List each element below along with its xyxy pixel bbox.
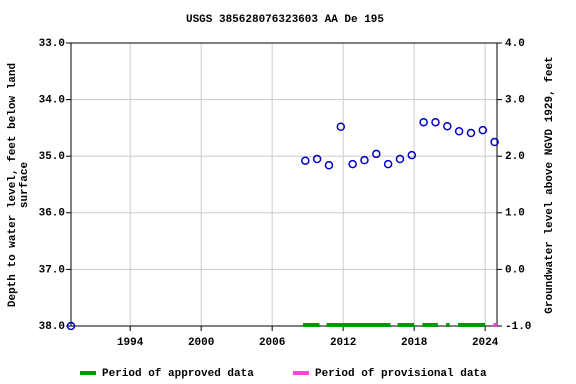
data-point bbox=[66, 321, 76, 331]
data-point bbox=[324, 161, 334, 170]
data-point bbox=[383, 159, 393, 169]
data-point bbox=[372, 149, 381, 159]
period-bar bbox=[302, 323, 320, 327]
period-bar bbox=[446, 323, 450, 327]
period-bar bbox=[457, 323, 486, 327]
y2-tick-label: 2.0 bbox=[505, 151, 525, 163]
y2-tick-label: 1.0 bbox=[505, 208, 525, 220]
data-point bbox=[454, 127, 464, 136]
y-tick-label: 33.0 bbox=[39, 38, 65, 50]
data-point bbox=[431, 117, 440, 127]
x-tick-label: 2006 bbox=[259, 337, 285, 349]
x-tick-label: 1994 bbox=[117, 337, 144, 349]
y-tick-label: 35.0 bbox=[39, 151, 65, 163]
period-bar bbox=[397, 323, 415, 327]
legend-label: Period of provisional data bbox=[315, 368, 487, 380]
data-point bbox=[336, 122, 346, 132]
data-point bbox=[490, 137, 499, 147]
y2-tick-label: 0.0 bbox=[505, 264, 525, 276]
y-tick-label: 37.0 bbox=[39, 264, 65, 276]
y-axis-label: Depth to water level, feet below land bbox=[7, 63, 19, 307]
chart-title: USGS 385628076323603 AA De 195 bbox=[186, 14, 384, 26]
data-point bbox=[407, 150, 417, 160]
x-tick-label: 2024 bbox=[472, 337, 499, 349]
period-bar bbox=[326, 323, 391, 327]
data-point bbox=[312, 154, 322, 164]
y-tick-label: 36.0 bbox=[39, 208, 65, 220]
x-tick-label: 2012 bbox=[330, 337, 356, 349]
plot-frame bbox=[70, 42, 498, 327]
data-point bbox=[348, 159, 357, 169]
data-point bbox=[443, 121, 452, 131]
data-point bbox=[301, 156, 310, 165]
period-bar bbox=[422, 323, 438, 327]
x-tick-label: 2018 bbox=[401, 337, 428, 349]
y2-tick-label: 3.0 bbox=[505, 95, 525, 107]
data-point bbox=[395, 154, 405, 164]
data-point bbox=[360, 155, 369, 165]
data-point bbox=[466, 128, 476, 138]
legend-label: Period of approved data bbox=[102, 368, 254, 380]
y2-tick-label: -1.0 bbox=[505, 321, 531, 333]
y2-axis-label: Groundwater level above NGVD 1929, feet bbox=[544, 56, 556, 313]
x-tick-label: 2000 bbox=[188, 337, 214, 349]
period-bar bbox=[493, 323, 497, 327]
y-tick-label: 34.0 bbox=[39, 95, 65, 107]
y-axis-label: surface bbox=[19, 162, 31, 209]
data-point bbox=[478, 125, 488, 135]
data-point bbox=[419, 117, 428, 127]
y2-tick-label: 4.0 bbox=[505, 38, 525, 50]
y-tick-label: 38.0 bbox=[39, 321, 65, 333]
